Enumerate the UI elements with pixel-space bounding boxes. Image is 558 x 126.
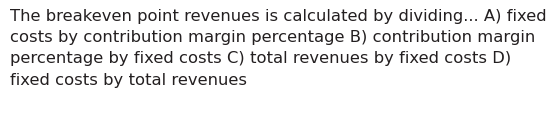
Text: The breakeven point revenues is calculated by dividing... A) fixed
costs by cont: The breakeven point revenues is calculat… — [10, 9, 547, 88]
